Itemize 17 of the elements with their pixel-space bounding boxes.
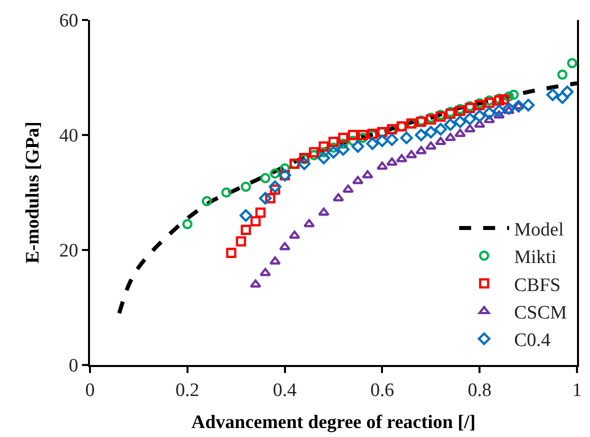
legend-label: C0.4 <box>514 330 552 352</box>
legend-label: Model <box>514 219 564 240</box>
x-tick-label: 0.2 <box>176 380 200 401</box>
y-tick-label: 0 <box>68 356 78 377</box>
y-tick-label: 20 <box>59 240 78 262</box>
y-tick-label: 40 <box>59 126 78 147</box>
x-tick-label: 0.4 <box>272 380 298 401</box>
legend-label: CSCM <box>514 302 568 324</box>
y-tick-label: 60 <box>59 10 78 32</box>
x-axis-title: Advancement degree of reaction [/] <box>191 412 476 434</box>
x-tick-label: 1 <box>572 380 582 401</box>
x-tick-label: 0 <box>85 380 95 401</box>
legend-label: Mikti <box>514 247 556 268</box>
x-tick-label: 0.6 <box>370 380 394 401</box>
legend-label: CBFS <box>514 274 561 296</box>
x-tick-label: 0.8 <box>468 380 492 401</box>
y-axis-title: E-modulus [GPa] <box>22 122 44 264</box>
